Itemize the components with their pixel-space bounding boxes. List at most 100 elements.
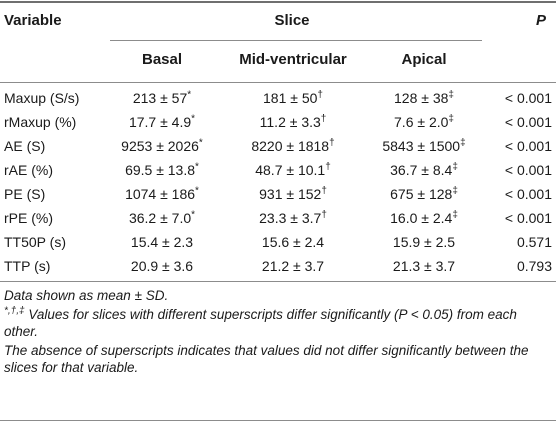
cell-apical-superscript: ‡ — [452, 161, 458, 173]
cell-basal: 15.4 ± 2.3 — [131, 233, 193, 251]
footnote-superscripts: *,†,‡ Values for slices with different s… — [4, 306, 552, 340]
cell-p-value-value: 0.571 — [516, 234, 552, 250]
cell-mid-ventricular: 21.2 ± 3.7 — [262, 257, 324, 275]
table-bottom-rule — [0, 281, 556, 282]
cell-variable-value: AE (S) — [4, 138, 46, 154]
cell-variable-value: rMaxup (%) — [4, 114, 77, 130]
cell-apical: 16.0 ± 2.4‡ — [390, 209, 458, 227]
header-basal: Basal — [141, 51, 183, 68]
cell-apical: 36.7 ± 8.4‡ — [390, 161, 458, 179]
cell-variable: rPE (%) — [4, 209, 53, 227]
cell-apical: 5843 ± 1500‡ — [382, 137, 465, 155]
cell-mid-ventricular-value: 8220 ± 1818 — [251, 138, 330, 154]
cell-variable: PE (S) — [4, 185, 45, 203]
cell-apical-value: 15.9 ± 2.5 — [392, 234, 456, 250]
cell-mid-ventricular-superscript: † — [321, 209, 327, 221]
cell-apical-value: 36.7 ± 8.4 — [390, 162, 453, 178]
cell-mid-ventricular-value: 11.2 ± 3.3 — [259, 114, 321, 130]
slice-span-rule — [110, 40, 482, 41]
cell-mid-ventricular-value: 931 ± 152 — [259, 186, 322, 202]
cell-mid-ventricular: 11.2 ± 3.3† — [260, 113, 327, 131]
footnote-marks: *,†,‡ — [4, 305, 25, 317]
cell-p-value: < 0.001 — [505, 89, 552, 107]
cell-basal: 213 ± 57* — [133, 89, 191, 107]
cell-basal-value: 213 ± 57 — [132, 90, 188, 106]
cell-variable-value: rAE (%) — [4, 162, 53, 178]
footnote-mean-sd: Data shown as mean ± SD. — [4, 288, 169, 303]
cell-mid-ventricular-value: 48.7 ± 10.1 — [255, 162, 326, 178]
cell-apical-value: 5843 ± 1500 — [382, 138, 461, 154]
table-end-rule — [0, 420, 556, 421]
cell-variable-value: TT50P (s) — [4, 234, 66, 250]
header-bottom-rule — [0, 82, 556, 83]
cell-mid-ventricular: 23.3 ± 3.7† — [259, 209, 327, 227]
cell-p-value-value: < 0.001 — [504, 90, 552, 106]
header-slice: Slice — [274, 12, 310, 29]
cell-apical-value: 675 ± 128 — [390, 186, 453, 202]
table-row: rPE (%) 36.2 ± 7.0* 23.3 ± 3.7† 16.0 ± 2.4‡… — [0, 206, 556, 230]
cell-p-value-value: < 0.001 — [504, 210, 552, 226]
cell-basal: 9253 ± 2026* — [121, 137, 203, 155]
header-apical: Apical — [401, 51, 447, 68]
cell-basal-value: 36.2 ± 7.0 — [128, 210, 192, 226]
cell-mid-ventricular-value: 21.2 ± 3.7 — [261, 258, 325, 274]
cell-p-value-value: < 0.001 — [504, 186, 552, 202]
header-variable: Variable — [4, 12, 62, 29]
cell-p-value-value: < 0.001 — [504, 138, 552, 154]
table-row: TTP (s) 20.9 ± 3.6 21.2 ± 3.7 21.3 ± 3.7 0.7… — [0, 254, 556, 278]
header-p: P — [535, 12, 546, 29]
cell-variable: TT50P (s) — [4, 233, 66, 251]
cell-apical-value: 16.0 ± 2.4 — [390, 210, 453, 226]
cell-apical-superscript: ‡ — [448, 113, 454, 125]
cell-mid-ventricular-superscript: † — [325, 161, 331, 173]
cell-basal: 17.7 ± 4.9* — [129, 113, 195, 131]
cell-basal: 20.9 ± 3.6 — [131, 257, 193, 275]
cell-basal: 1074 ± 186* — [125, 185, 199, 203]
cell-apical-value: 21.3 ± 3.7 — [392, 258, 456, 274]
footnote-absence: The absence of superscripts indicates th… — [4, 343, 529, 375]
cell-variable: AE (S) — [4, 137, 45, 155]
cell-apical: 15.9 ± 2.5 — [393, 233, 455, 251]
cell-basal-superscript: * — [191, 209, 196, 221]
cell-basal-superscript: * — [195, 185, 199, 197]
cell-basal: 36.2 ± 7.0* — [129, 209, 195, 227]
footnote-superscripts-text: Values for slices with different supersc… — [4, 307, 517, 339]
cell-p-value: < 0.001 — [505, 161, 552, 179]
cell-apical-value: 128 ± 38 — [394, 90, 449, 106]
cell-basal-value: 1074 ± 186 — [125, 186, 196, 202]
cell-mid-ventricular: 181 ± 50† — [263, 89, 323, 107]
cell-basal-value: 17.7 ± 4.9 — [128, 114, 192, 130]
cell-basal-superscript: * — [187, 89, 192, 101]
cell-p-value: < 0.001 — [505, 185, 552, 203]
cell-apical: 675 ± 128‡ — [390, 185, 458, 203]
cell-mid-ventricular: 15.6 ± 2.4 — [262, 233, 324, 251]
cell-p-value: < 0.001 — [505, 113, 552, 131]
table-row: AE (S) 9253 ± 2026* 8220 ± 1818† 5843 ± 150… — [0, 134, 556, 158]
cell-apical-superscript: ‡ — [452, 209, 458, 221]
cell-p-value: < 0.001 — [505, 137, 552, 155]
cell-p-value-value: < 0.001 — [504, 114, 552, 130]
cell-mid-ventricular: 931 ± 152† — [259, 185, 327, 203]
cell-apical-value: 7.6 ± 2.0 — [394, 114, 449, 130]
cell-mid-ventricular-value: 15.6 ± 2.4 — [261, 234, 325, 250]
cell-p-value-value: < 0.001 — [504, 162, 552, 178]
table-row: rMaxup (%) 17.7 ± 4.9* 11.2 ± 3.3† 7.6 ± 2.… — [0, 110, 556, 134]
cell-basal-value: 9253 ± 2026 — [121, 138, 199, 154]
cell-mid-ventricular-superscript: † — [321, 185, 327, 197]
cell-mid-ventricular-superscript: † — [317, 89, 323, 101]
cell-apical-superscript: ‡ — [460, 137, 466, 149]
cell-mid-ventricular: 8220 ± 1818† — [251, 137, 334, 155]
cell-variable-value: TTP (s) — [4, 258, 51, 274]
cell-basal-superscript: * — [195, 161, 199, 173]
table-row: PE (S) 1074 ± 186* 931 ± 152† 675 ± 128‡ < 0… — [0, 182, 556, 206]
table-top-rule — [0, 1, 556, 3]
cell-mid-ventricular-value: 181 ± 50 — [263, 90, 318, 106]
cell-variable-value: Maxup (S/s) — [4, 90, 80, 106]
cell-basal-value: 15.4 ± 2.3 — [130, 234, 194, 250]
cell-variable: Maxup (S/s) — [4, 89, 79, 107]
cell-mid-ventricular-superscript: † — [329, 137, 335, 149]
cell-basal: 69.5 ± 13.8* — [125, 161, 199, 179]
cell-variable: TTP (s) — [4, 257, 50, 275]
cell-apical: 128 ± 38‡ — [394, 89, 454, 107]
table-row: TT50P (s) 15.4 ± 2.3 15.6 ± 2.4 15.9 ± 2.5 0… — [0, 230, 556, 254]
